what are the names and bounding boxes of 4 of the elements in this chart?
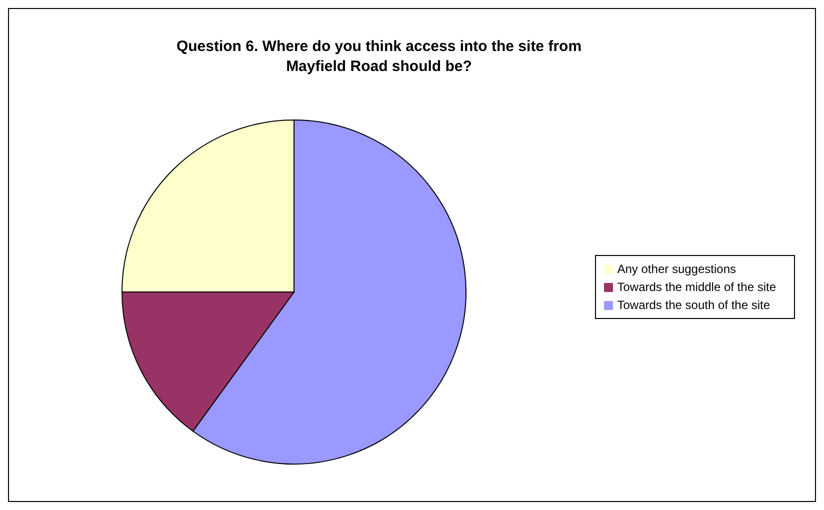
legend-label: Towards the south of the site (617, 298, 770, 312)
legend-label: Towards the middle of the site (617, 280, 776, 294)
chart-title: Question 6. Where do you think access into the site from Mayfield Road should be? (175, 37, 583, 77)
legend-label: Any other suggestions (617, 262, 736, 276)
